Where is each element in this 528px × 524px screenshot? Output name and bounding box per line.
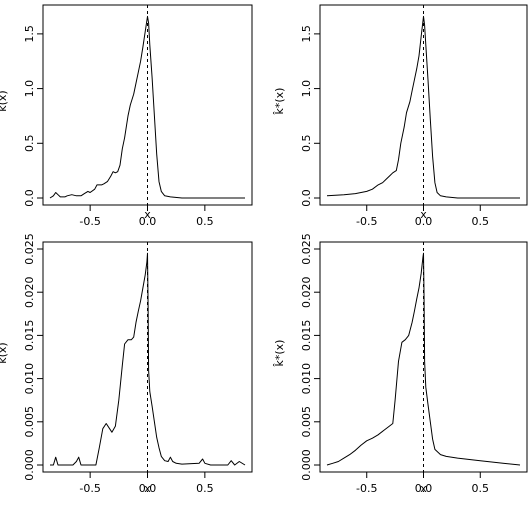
y-tick-label: 0.015 [23, 320, 36, 352]
y-tick-label: 0.025 [23, 233, 36, 265]
x-tick-label: 0.0 [415, 482, 433, 495]
y-tick-label: 1.5 [23, 25, 36, 43]
y-tick-label: 0.010 [23, 363, 36, 395]
density-curve [326, 15, 520, 199]
y-tick-label: 0.5 [23, 135, 36, 153]
y-tick-label: 0.025 [300, 233, 313, 265]
y-tick-label: 0.5 [300, 135, 313, 153]
x-axis-label: x [144, 482, 151, 495]
y-tick-label: 0.005 [300, 406, 313, 438]
y-tick-label: 0.010 [300, 363, 313, 395]
x-tick-label: 0.5 [472, 215, 490, 228]
x-tick-label: 0.5 [472, 482, 490, 495]
chart-panel-4: -0.5 0.0 0.5 0.000 0.005 0.010 0.015 0.020 0.025… [273, 233, 528, 495]
y-axis-label: k̂*(x) [273, 88, 286, 116]
chart-panel-3: -0.5 0.0 0.5 0.000 0.005 0.010 0.015 0.020 0.025… [0, 233, 253, 495]
y-axis-label: k̂*(x) [273, 340, 286, 368]
x-tick-label: -0.5 [356, 482, 377, 495]
x-tick-label: 0.0 [139, 482, 157, 495]
y-tick-label: 0.005 [23, 406, 36, 438]
chart-panel-1: -0.5 0.0 0.5 0.0 0.5 1.0 1.5 x k̂(x) [0, 4, 253, 228]
x-tick-label: 0.0 [139, 215, 157, 228]
x-tick-label: 0.5 [196, 482, 214, 495]
density-curve [326, 252, 521, 466]
y-tick-label: 0.0 [23, 189, 36, 207]
y-tick-label: 1.0 [300, 80, 313, 98]
density-curve [49, 15, 245, 199]
y-axis-label: k̂(x) [0, 90, 9, 112]
y-tick-label: 0.015 [300, 320, 313, 352]
x-tick-label: 0.0 [415, 215, 433, 228]
y-tick-label: 0.000 [23, 449, 36, 481]
x-tick-label: -0.5 [79, 215, 100, 228]
y-tick-label: 0.0 [300, 189, 313, 207]
x-axis-label: x [144, 208, 151, 221]
x-tick-label: -0.5 [79, 482, 100, 495]
x-axis-label: x [420, 208, 427, 221]
y-tick-label: 0.000 [300, 449, 313, 481]
x-axis-label: x [420, 482, 427, 495]
density-curve [50, 252, 246, 466]
x-tick-label: 0.5 [196, 215, 214, 228]
y-tick-label: 1.5 [300, 25, 313, 43]
y-axis-label: k̂(x) [0, 342, 9, 364]
chart-panel-2: -0.5 0.0 0.5 0.0 0.5 1.0 1.5 x k̂*(x) [273, 4, 528, 228]
x-tick-label: -0.5 [356, 215, 377, 228]
y-tick-label: 0.020 [300, 276, 313, 308]
y-tick-label: 1.0 [23, 80, 36, 98]
y-tick-label: 0.020 [23, 276, 36, 308]
